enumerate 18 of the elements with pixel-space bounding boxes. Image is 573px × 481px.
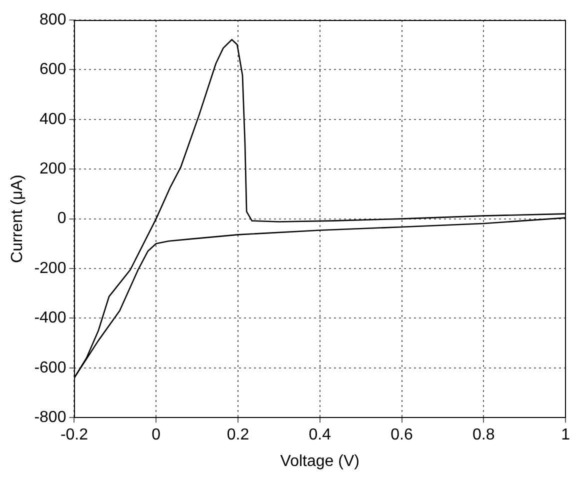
y-axis-title: Current (μA) — [9, 174, 26, 263]
y-tick-label: 400 — [40, 110, 66, 128]
y-tick-label: 800 — [40, 11, 66, 28]
y-tick-label: 600 — [40, 61, 66, 78]
x-tick-label: 1 — [561, 426, 570, 444]
y-tick-label: 0 — [57, 210, 66, 228]
y-tick-label: -200 — [34, 260, 66, 277]
x-tick-label: 0 — [152, 426, 161, 444]
x-axis-title: Voltage (V) — [280, 452, 360, 470]
y-tick-label: -800 — [34, 409, 66, 426]
x-tick-label: 0.2 — [226, 426, 250, 444]
x-tick-label: 0.6 — [390, 426, 413, 444]
x-tick-label: -0.2 — [60, 426, 88, 444]
y-tick-label: -600 — [34, 359, 66, 376]
y-tick-label: 200 — [40, 160, 66, 178]
y-tick-label: -400 — [34, 310, 66, 327]
x-tick-label: 0.4 — [308, 426, 332, 444]
x-tick-label: 0.8 — [472, 426, 495, 444]
